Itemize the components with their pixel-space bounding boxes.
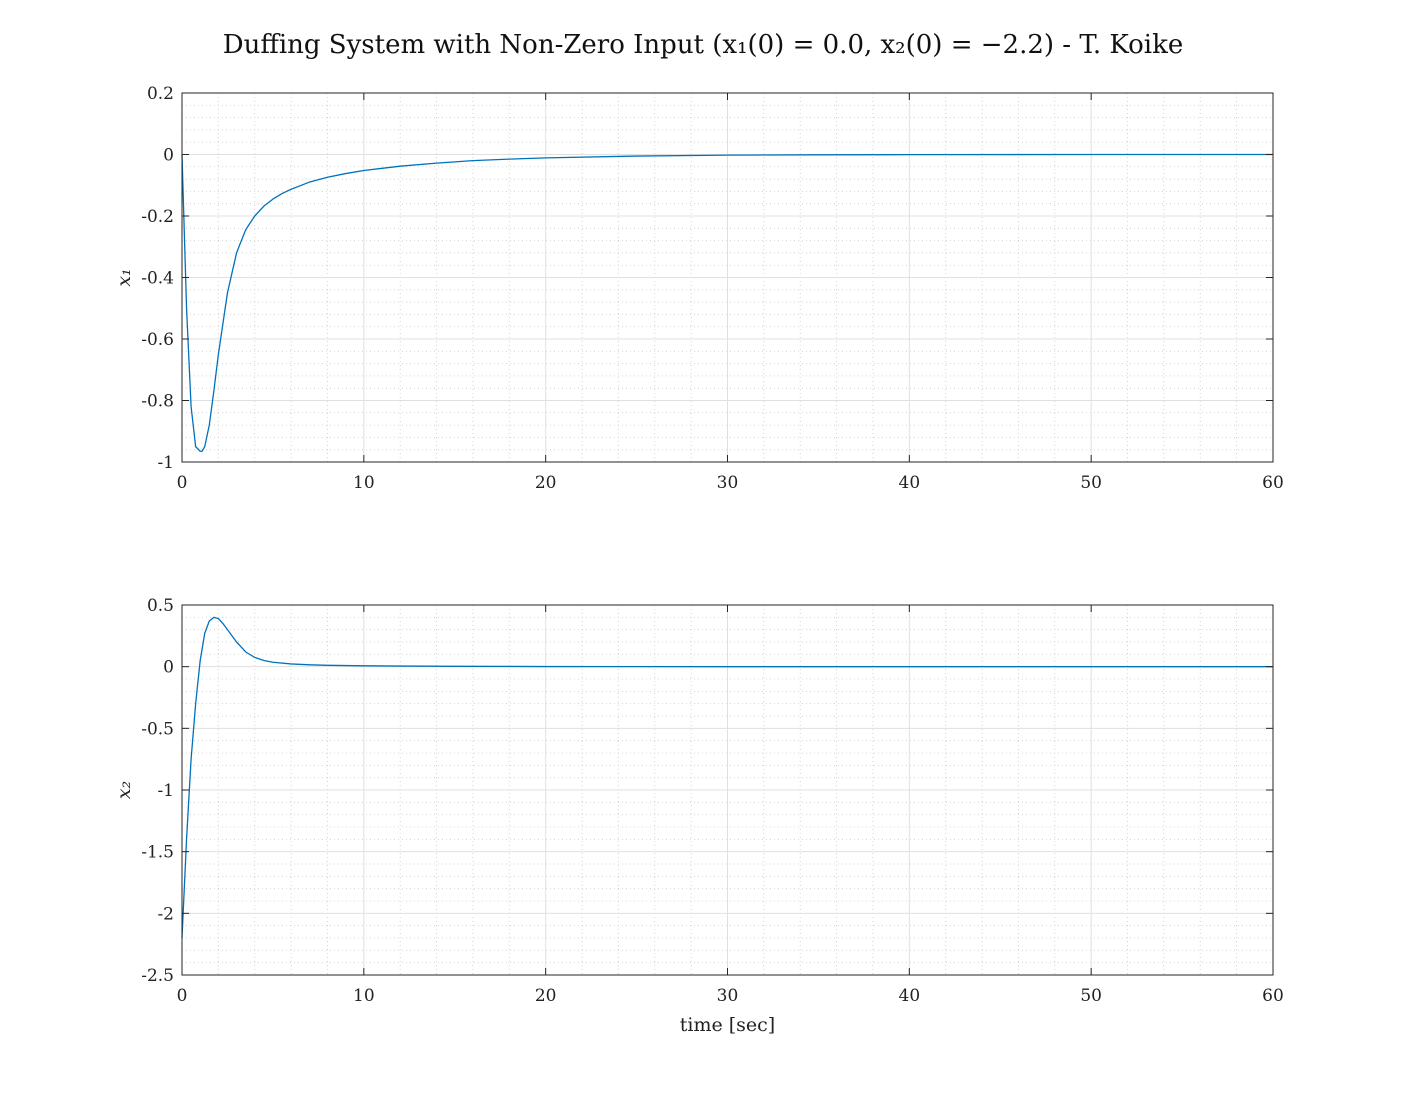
x-tick-label: 60: [1262, 473, 1284, 493]
y-tick-label: -0.8: [141, 392, 174, 412]
subplot-2: 0 10 20 30 40 50 60 0.5 0 -0.5 -1 -1.5 -2 -2.5 x₂ time …: [113, 596, 1284, 1036]
y-tick-label: 0.2: [147, 84, 174, 104]
x-tick-label: 50: [1080, 986, 1102, 1006]
subplot-1: 0 10 20 30 40 50 60 0.2 0 -0.2 -0.4 -0.6 -0.8 -1 x₁: [113, 84, 1284, 493]
x-tick-label: 20: [535, 986, 557, 1006]
x-tick-label: 0: [177, 473, 188, 493]
series-line: [181, 616, 1273, 939]
y-tick-label: -0.4: [141, 269, 174, 289]
y-tick-label: -1: [157, 781, 174, 801]
x-axis-label: time [sec]: [680, 1014, 775, 1036]
y-tick-label: -0.6: [141, 330, 174, 350]
x-tick-label: 20: [535, 473, 557, 493]
x-tick-label: 10: [353, 473, 375, 493]
y-tick-label: 0: [163, 658, 174, 678]
y-tick-label: -1: [157, 453, 174, 473]
x-tick-label: 50: [1080, 473, 1102, 493]
y-tick-label: -0.5: [141, 719, 174, 739]
x-tick-label: 40: [899, 473, 921, 493]
figure-title: Duffing System with Non-Zero Input (x₁(0…: [222, 30, 1184, 60]
x-tick-label: 30: [717, 986, 739, 1006]
y-tick-label: -1.5: [141, 843, 174, 863]
series-line: [181, 153, 1273, 452]
y-axis-label: x₁: [113, 268, 135, 286]
y-tick-label: 0: [163, 146, 174, 166]
x-tick-label: 40: [899, 986, 921, 1006]
x-tick-label: 0: [177, 986, 188, 1006]
y-tick-label: -0.2: [141, 207, 174, 227]
x-tick-label: 60: [1262, 986, 1284, 1006]
x-tick-label: 10: [353, 986, 375, 1006]
y-tick-label: -2.5: [141, 966, 174, 986]
x-tick-label: 30: [717, 473, 739, 493]
y-axis-label: x₂: [113, 781, 135, 799]
y-tick-label: -2: [157, 904, 174, 924]
y-tick-label: 0.5: [147, 596, 174, 616]
